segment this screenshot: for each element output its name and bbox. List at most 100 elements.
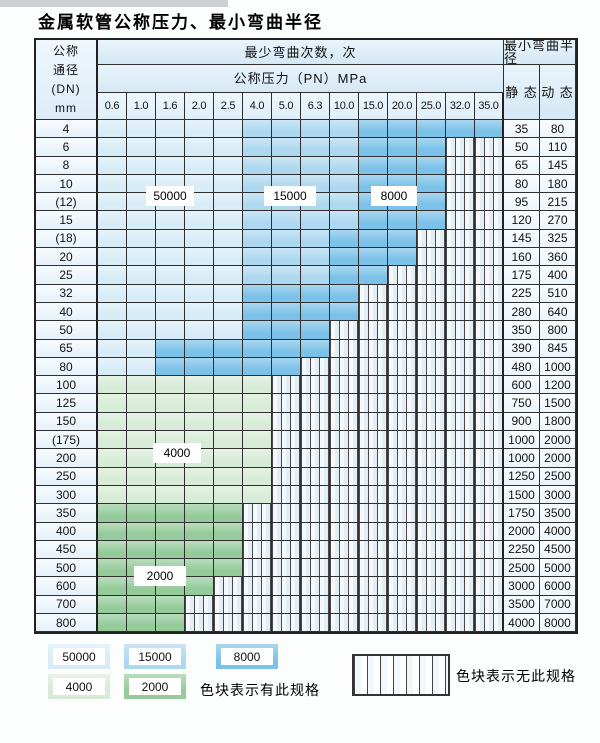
- pressure-tick: 35.0: [475, 93, 504, 120]
- static-value-cell: 1750: [504, 504, 540, 523]
- spec-cell-G2: [156, 614, 185, 633]
- spec-cell-G1: [98, 394, 127, 413]
- spec-cell-G1: [156, 394, 185, 413]
- spec-cell-G1: [185, 485, 214, 505]
- spec-cell-X: [359, 614, 388, 633]
- spec-cell-G1: [214, 394, 243, 413]
- spec-cell-L3: [156, 357, 185, 377]
- spec-cell-X: [475, 211, 504, 230]
- region-label-8000: 8000: [371, 186, 417, 206]
- region-label-4000: 4000: [153, 443, 201, 463]
- static-value-cell: 4000: [504, 614, 540, 633]
- spec-cell-X: [446, 266, 475, 285]
- static-value-cell: 480: [504, 357, 540, 377]
- spec-cell-X: [446, 412, 475, 432]
- spec-cell-X: [359, 339, 388, 358]
- spec-cell-X: [446, 522, 475, 541]
- static-value-cell: 1500: [504, 485, 540, 505]
- spec-cell-X: [272, 467, 301, 486]
- spec-cell-L1: [127, 211, 156, 230]
- static-value-cell: 3000: [504, 577, 540, 596]
- spec-cell-X: [475, 248, 504, 267]
- legend-hatch-swatch: [352, 654, 450, 696]
- corner-header-line: 通径: [52, 62, 79, 77]
- spec-cell-L3: [388, 120, 417, 139]
- spec-cell-X: [475, 302, 504, 322]
- spec-cell-X: [446, 138, 475, 157]
- spec-cell-X: [475, 193, 504, 212]
- spec-cell-G1: [98, 467, 127, 486]
- static-value-cell: 160: [504, 248, 540, 267]
- spec-cell-X: [272, 595, 301, 615]
- spec-cell-L1: [98, 156, 127, 175]
- dynamic-value-cell: 800: [540, 321, 576, 340]
- spec-cell-X: [243, 540, 272, 560]
- spec-cell-X: [359, 559, 388, 578]
- spec-cell-L3: [388, 248, 417, 267]
- spec-cell-X: [417, 449, 446, 468]
- pressure-tick: 10.0: [330, 93, 359, 120]
- spec-cell-X: [272, 540, 301, 560]
- dynamic-value-cell: 5000: [540, 559, 576, 578]
- spec-cell-X: [330, 431, 359, 450]
- spec-cell-X: [388, 485, 417, 505]
- spec-cell-X: [388, 577, 417, 596]
- dynamic-value-cell: 2000: [540, 431, 576, 450]
- dynamic-value-cell: 180: [540, 174, 576, 194]
- spec-cell-L1: [214, 120, 243, 139]
- spec-cell-L1: [185, 120, 214, 139]
- spec-cell-G1: [127, 431, 156, 450]
- spec-cell-L2: [272, 248, 301, 267]
- spec-cell-X: [272, 376, 301, 395]
- spec-cell-X: [417, 559, 446, 578]
- spec-cell-L2: [243, 211, 272, 230]
- spec-cell-X: [446, 467, 475, 486]
- spec-cell-X: [475, 449, 504, 468]
- spec-cell-G1: [243, 431, 272, 450]
- spec-cell-L3: [330, 266, 359, 285]
- spec-cell-X: [475, 431, 504, 450]
- spec-cell-X: [359, 540, 388, 560]
- pressure-tick: 0.6: [98, 93, 127, 120]
- spec-cell-G2: [185, 577, 214, 596]
- spec-cell-L1: [185, 302, 214, 322]
- spec-cell-L3: [214, 357, 243, 377]
- spec-cell-L1: [98, 229, 127, 249]
- spec-cell-L2: [301, 229, 330, 249]
- pressure-tick: 6.3: [301, 93, 330, 120]
- static-value-cell: 1000: [504, 431, 540, 450]
- spec-cell-X: [330, 357, 359, 377]
- spec-cell-X: [272, 412, 301, 432]
- spec-cell-X: [446, 357, 475, 377]
- spec-cell-L3: [475, 120, 504, 139]
- dn-cell: 100: [36, 376, 98, 395]
- spec-cell-X: [330, 394, 359, 413]
- spec-cell-L2: [330, 120, 359, 139]
- spec-cell-G1: [243, 394, 272, 413]
- dynamic-value-cell: 3500: [540, 504, 576, 523]
- spec-cell-X: [417, 248, 446, 267]
- spec-cell-L1: [214, 193, 243, 212]
- spec-cell-X: [330, 412, 359, 432]
- spec-cell-X: [446, 248, 475, 267]
- legend-swatch-15000: 15000: [124, 644, 186, 669]
- spec-cell-G1: [214, 449, 243, 468]
- spec-cell-G1: [98, 449, 127, 468]
- dn-cell: 500: [36, 559, 98, 578]
- spec-cell-X: [272, 614, 301, 633]
- legend-swatch-label: 8000: [221, 648, 273, 665]
- spec-cell-L1: [127, 339, 156, 358]
- spec-cell-L1: [127, 266, 156, 285]
- spec-cell-L1: [127, 357, 156, 377]
- spec-cell-L1: [98, 266, 127, 285]
- spec-cell-L1: [98, 284, 127, 303]
- dynamic-value-cell: 2500: [540, 467, 576, 486]
- spec-cell-L3: [417, 156, 446, 175]
- spec-cell-L3: [417, 174, 446, 194]
- spec-cell-X: [359, 412, 388, 432]
- spec-cell-G1: [243, 485, 272, 505]
- spec-cell-X: [446, 156, 475, 175]
- spec-cell-X: [359, 504, 388, 523]
- spec-cell-X: [388, 540, 417, 560]
